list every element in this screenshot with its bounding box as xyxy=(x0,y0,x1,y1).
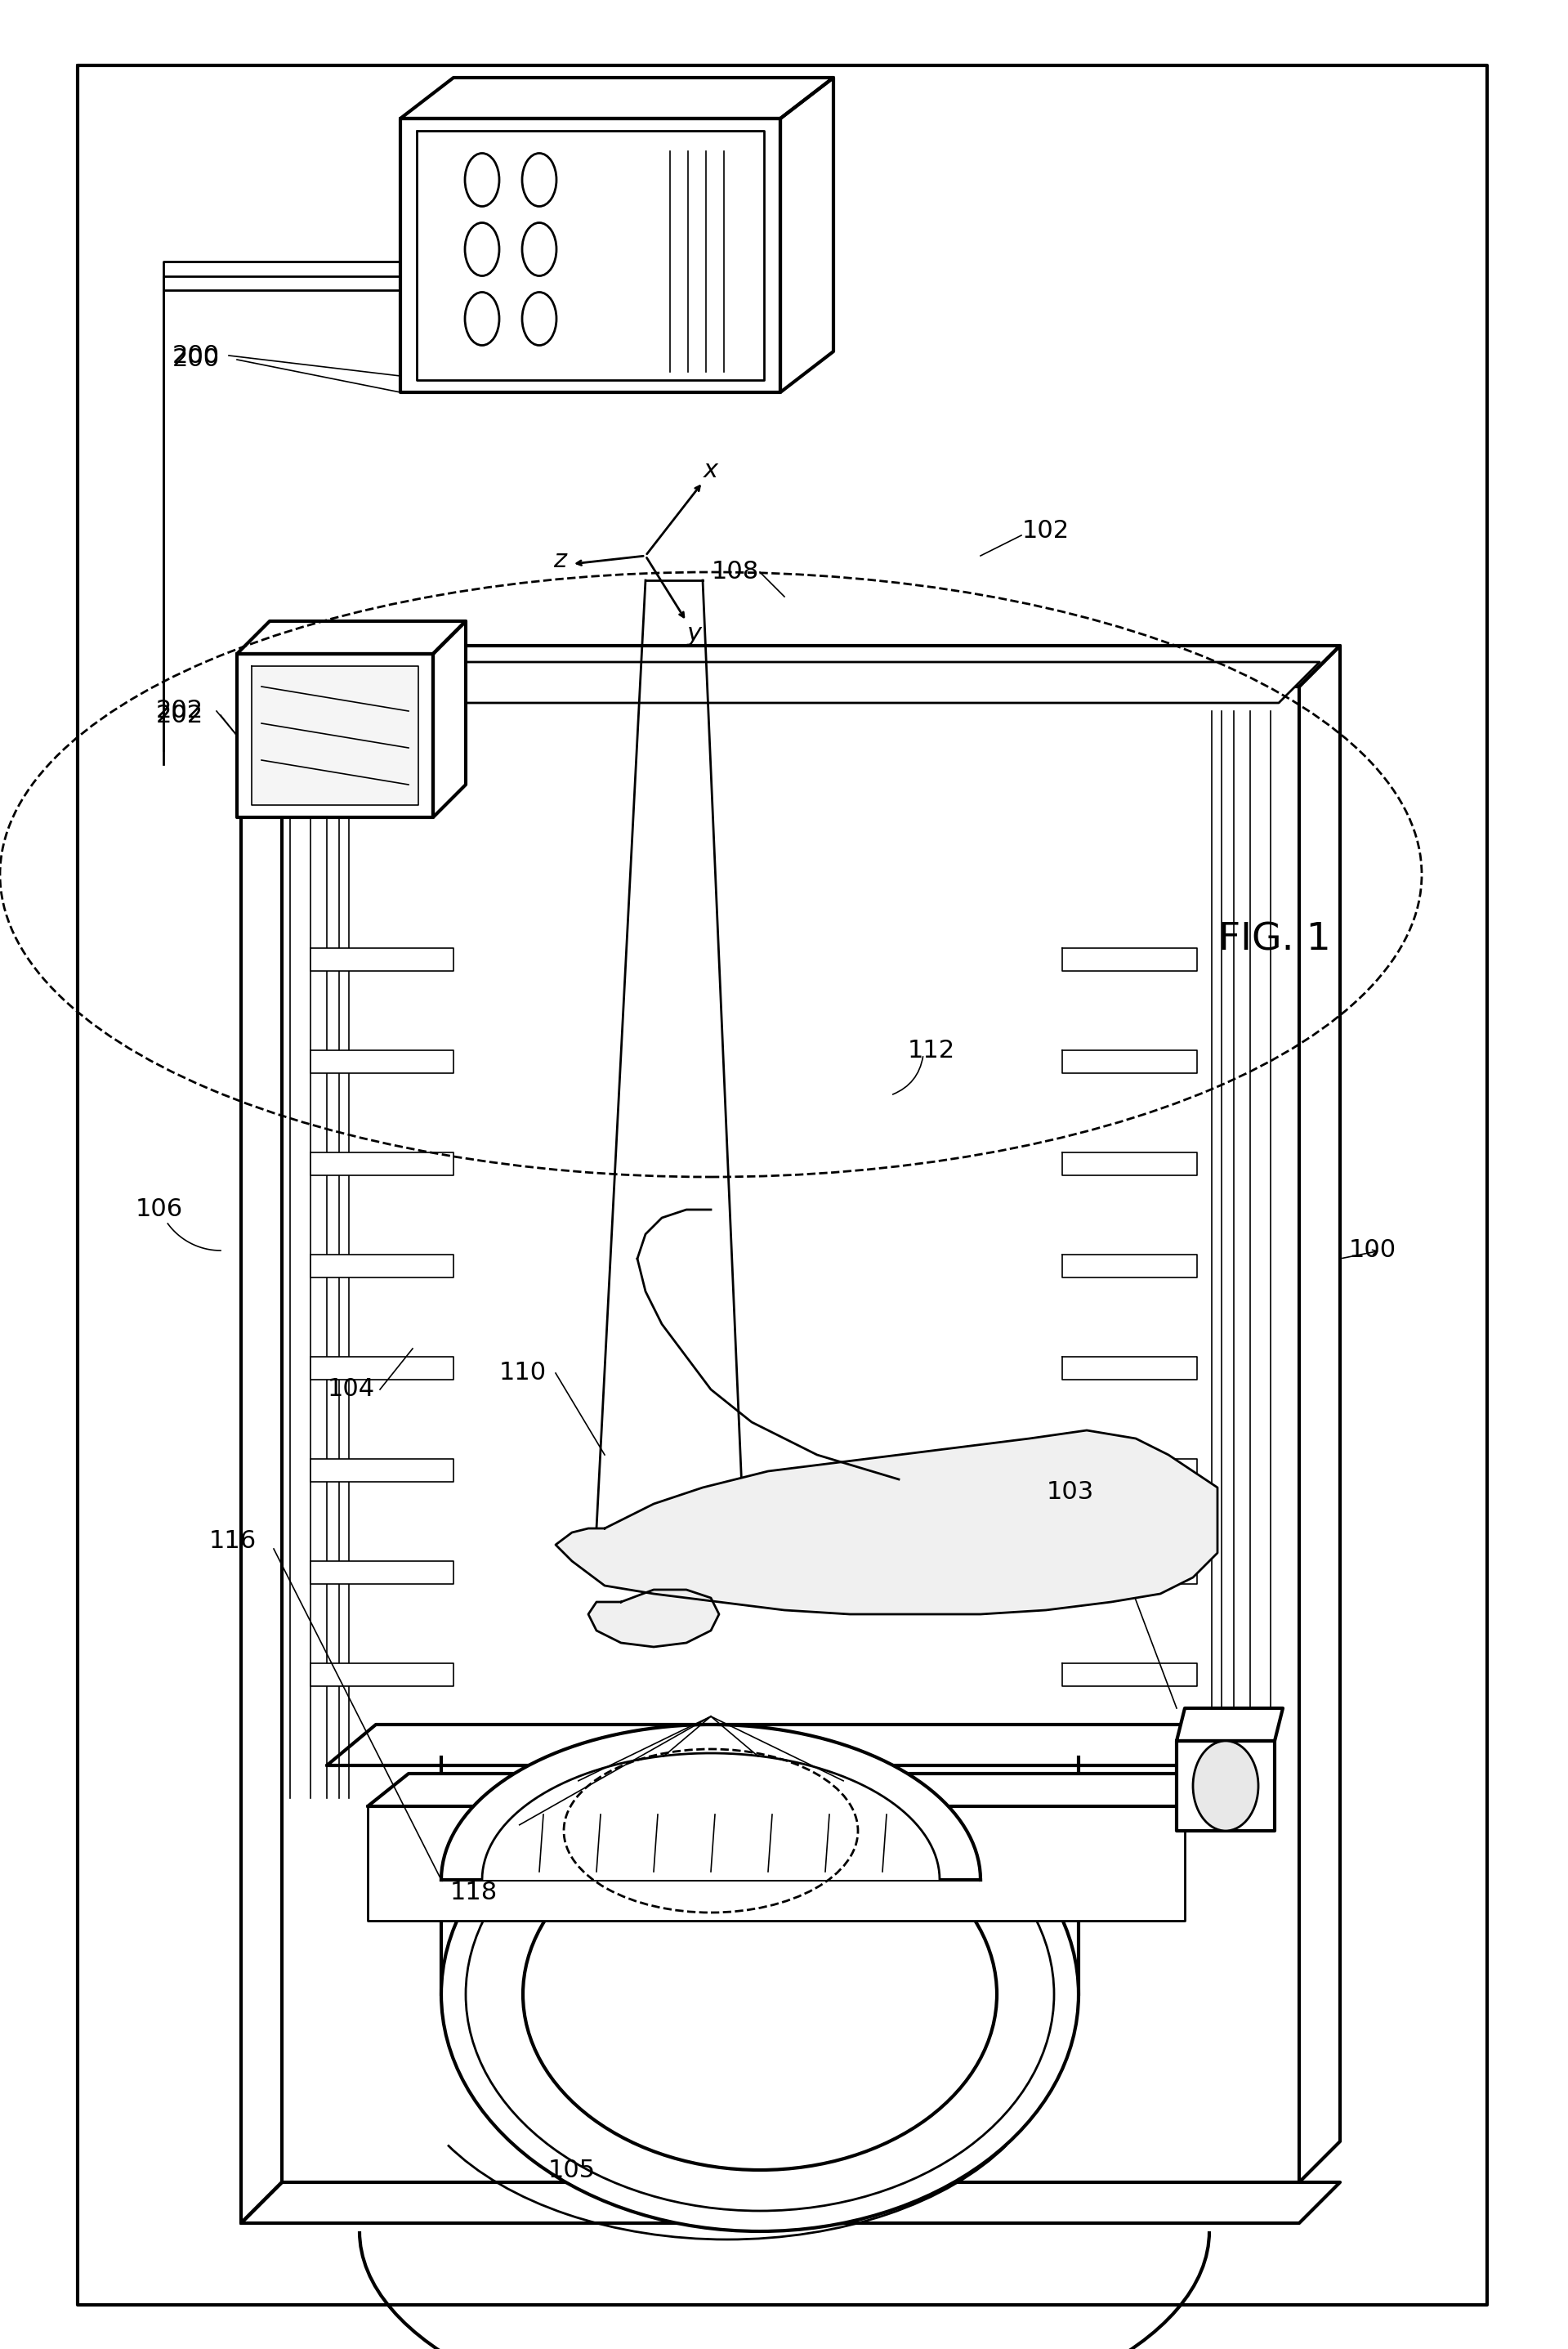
Text: 103: 103 xyxy=(1046,1480,1094,1503)
Text: y: y xyxy=(687,622,702,646)
Polygon shape xyxy=(310,1459,453,1482)
Polygon shape xyxy=(1062,949,1196,970)
Ellipse shape xyxy=(466,291,499,345)
Polygon shape xyxy=(310,949,453,970)
Text: 102: 102 xyxy=(1022,519,1069,543)
Ellipse shape xyxy=(466,1778,1054,2210)
Polygon shape xyxy=(400,78,834,117)
Polygon shape xyxy=(252,667,419,806)
Text: z: z xyxy=(554,547,566,571)
Polygon shape xyxy=(310,1153,453,1174)
Polygon shape xyxy=(441,1724,980,1879)
Text: 202: 202 xyxy=(155,702,204,726)
Text: 108: 108 xyxy=(712,561,759,585)
Polygon shape xyxy=(481,1752,939,1879)
Polygon shape xyxy=(400,117,781,392)
Polygon shape xyxy=(1176,1741,1275,1830)
Polygon shape xyxy=(78,66,1486,2304)
Polygon shape xyxy=(1062,1153,1196,1174)
Polygon shape xyxy=(781,78,834,392)
Polygon shape xyxy=(367,1773,1226,1806)
Text: 116: 116 xyxy=(209,1529,257,1553)
Polygon shape xyxy=(262,662,1320,702)
Polygon shape xyxy=(555,1431,1217,1614)
Polygon shape xyxy=(1062,1663,1196,1687)
Polygon shape xyxy=(1062,1254,1196,1278)
Ellipse shape xyxy=(522,153,557,207)
Polygon shape xyxy=(310,1663,453,1687)
Polygon shape xyxy=(310,1050,453,1073)
Text: 118: 118 xyxy=(450,1879,497,1905)
Text: 105: 105 xyxy=(549,2159,596,2182)
Ellipse shape xyxy=(441,1757,1079,2232)
Polygon shape xyxy=(1062,1358,1196,1379)
Text: 106: 106 xyxy=(135,1198,183,1221)
Text: 200: 200 xyxy=(172,348,220,371)
Text: 202: 202 xyxy=(155,700,204,723)
Polygon shape xyxy=(1300,646,1341,2182)
Ellipse shape xyxy=(466,153,499,207)
Text: 114: 114 xyxy=(622,1762,670,1785)
Text: 110: 110 xyxy=(499,1362,547,1386)
Polygon shape xyxy=(1176,1708,1283,1741)
Polygon shape xyxy=(241,2182,1341,2222)
Polygon shape xyxy=(1062,1459,1196,1482)
Polygon shape xyxy=(367,1806,1185,1921)
Ellipse shape xyxy=(522,291,557,345)
Polygon shape xyxy=(237,653,433,817)
Polygon shape xyxy=(433,620,466,817)
Ellipse shape xyxy=(522,223,557,275)
Text: 104: 104 xyxy=(328,1377,375,1402)
Text: x: x xyxy=(704,458,718,482)
Polygon shape xyxy=(1062,1562,1196,1583)
Polygon shape xyxy=(241,646,282,2222)
Polygon shape xyxy=(588,1590,720,1647)
Polygon shape xyxy=(417,132,764,381)
Polygon shape xyxy=(241,646,1341,686)
Ellipse shape xyxy=(1193,1741,1259,1830)
Text: 200: 200 xyxy=(172,343,220,366)
Text: 100: 100 xyxy=(1348,1238,1397,1261)
Polygon shape xyxy=(326,1724,1242,1766)
Polygon shape xyxy=(310,1254,453,1278)
Text: 112: 112 xyxy=(908,1038,955,1062)
Text: FIG. 1: FIG. 1 xyxy=(1218,921,1331,958)
Polygon shape xyxy=(310,1358,453,1379)
Polygon shape xyxy=(237,620,466,653)
Ellipse shape xyxy=(524,1818,997,2170)
Polygon shape xyxy=(310,1562,453,1583)
Polygon shape xyxy=(1062,1050,1196,1073)
Ellipse shape xyxy=(466,223,499,275)
